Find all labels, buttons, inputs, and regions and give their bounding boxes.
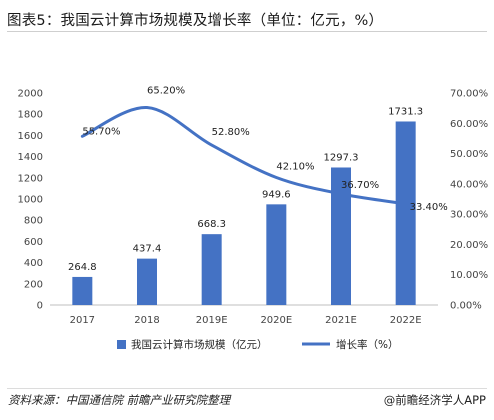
footer-divider (7, 388, 487, 389)
bar (266, 204, 287, 305)
chart-axes: 0 200 400 600 800 1000 1200 1400 1600 1800 2000 0.0… (18, 89, 489, 327)
chart-legend: 我国云计算市场规模（亿元） 增长率（%） (117, 338, 398, 351)
chart-svg: 0 200 400 600 800 1000 1200 1400 1600 1800 2000 0.0… (18, 86, 489, 351)
y-left-tick-label: 1400 (18, 152, 43, 163)
bar-value-label: 264.8 (68, 262, 97, 273)
growth-line-series (80, 106, 408, 206)
y-left-tick-label: 2000 (18, 89, 43, 100)
bar-value-label: 1297.3 (324, 152, 359, 163)
title-divider (7, 31, 487, 32)
brand-credit: @前瞻经济学人APP (383, 393, 486, 407)
source-note: 资料来源：中国通信院 前瞻产业研究院整理 (8, 393, 231, 407)
y-left-tick-label: 0 (37, 301, 43, 312)
line-value-label: 65.20% (147, 86, 185, 97)
line-value-label: 55.70% (82, 126, 120, 137)
y-right-tick-label: 20.00% (450, 240, 488, 251)
bar (137, 258, 157, 305)
y-left-tick-label: 1600 (18, 131, 43, 142)
bar-value-label: 949.6 (262, 189, 291, 200)
x-tick-label: 2020E (260, 315, 292, 326)
y-left-tick-label: 1800 (18, 110, 43, 121)
y-right-tick-label: 0.00% (450, 301, 482, 312)
y-right-tick-label: 40.00% (450, 179, 488, 190)
legend-line-label: 增长率（%） (336, 338, 398, 351)
bar-data-labels: 264.8 437.4 668.3 949.6 1297.3 1731.3 (68, 106, 423, 272)
bar (72, 276, 93, 305)
y-left-tick-label: 400 (24, 258, 43, 269)
y-right-tick-label: 30.00% (450, 210, 488, 221)
y-left-tick-label: 800 (24, 216, 43, 227)
y-right-tick-label: 10.00% (450, 270, 488, 281)
bar-value-label: 668.3 (197, 219, 226, 230)
chart-title: 图表5：我国云计算市场规模及增长率（单位：亿元，%） (7, 13, 384, 29)
line-value-label: 52.80% (212, 127, 250, 138)
bar-value-label: 1731.3 (388, 106, 423, 117)
bar (201, 234, 222, 305)
legend-bar-label: 我国云计算市场规模（亿元） (131, 338, 268, 351)
x-tick-label: 2021E (325, 315, 357, 326)
line-data-labels: 55.70% 65.20% 52.80% 42.10% 36.70% 33.40% (82, 86, 447, 213)
x-tick-label: 2017 (70, 315, 95, 326)
line-value-label: 42.10% (276, 161, 314, 172)
x-tick-label: 2018 (134, 315, 159, 326)
legend-bar-swatch (117, 340, 126, 349)
y-left-tick-label: 200 (24, 279, 43, 290)
y-left-tick-label: 600 (24, 237, 43, 248)
growth-line (80, 106, 408, 206)
y-left-tick-label: 1000 (18, 195, 43, 206)
y-right-tick-label: 60.00% (450, 119, 488, 130)
y-right-tick-label: 50.00% (450, 149, 488, 160)
bar-value-label: 437.4 (133, 244, 162, 255)
y-left-tick-label: 1200 (18, 173, 43, 184)
x-tick-label: 2019E (196, 315, 228, 326)
line-value-label: 36.70% (341, 180, 379, 191)
bar (395, 121, 416, 305)
bar-series (72, 121, 416, 305)
x-tick-label: 2022E (390, 315, 422, 326)
bar (331, 167, 351, 305)
line-value-label: 33.40% (410, 202, 448, 213)
y-right-tick-label: 70.00% (450, 89, 488, 100)
